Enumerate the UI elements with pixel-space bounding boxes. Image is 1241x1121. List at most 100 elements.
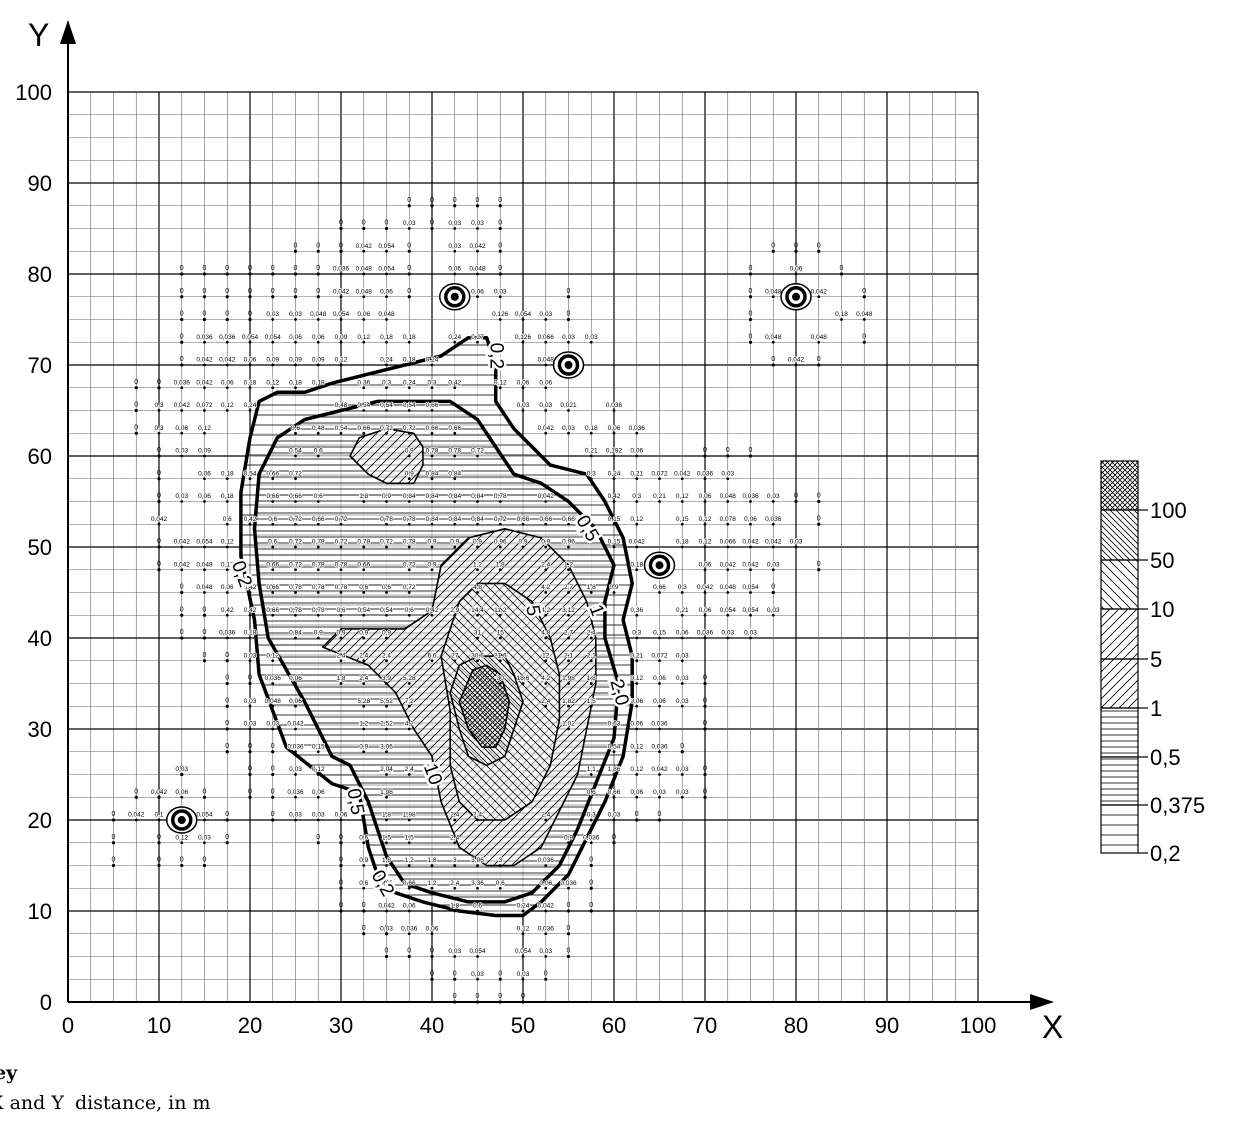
sample-point [248, 613, 252, 617]
sample-value: 0,6 [496, 880, 505, 887]
sample-point [498, 500, 502, 503]
sample-point [749, 500, 752, 503]
sample-point [294, 568, 297, 572]
sample-point [134, 408, 138, 413]
sample-point [339, 591, 343, 594]
sample-value: 0,12 [494, 379, 507, 386]
sample-value: 0 [362, 902, 366, 909]
sample-value: 0,126 [515, 334, 532, 341]
sample-value: 0,3 [154, 425, 163, 432]
sample-value: 0 [385, 220, 389, 227]
sample-point [612, 545, 616, 549]
sample-value: 0,042 [356, 243, 373, 250]
sample-point [589, 795, 593, 799]
sample-value: 0,12 [221, 402, 234, 409]
sample-value: 0 [225, 834, 229, 841]
sample-value: 0,06 [517, 379, 530, 386]
legend-swatch [1100, 509, 1139, 561]
sample-value: 0,03 [790, 539, 803, 546]
sample-value: 0,78 [312, 539, 325, 546]
sample-value: 0 [749, 265, 753, 272]
sample-value: 0 [180, 766, 184, 773]
sample-value: 0,066 [720, 539, 737, 546]
sample-point [316, 636, 320, 640]
contour-label: 0,2 [486, 343, 507, 369]
sample-point [202, 295, 207, 299]
sample-value: 0,03 [244, 698, 257, 705]
sample-point [385, 340, 388, 344]
sample-point [248, 363, 252, 367]
sample-value: 0 [339, 879, 343, 886]
sample-point [726, 568, 730, 572]
sample-value: 0,3 [427, 379, 436, 386]
sample-point [612, 818, 616, 822]
sample-point [544, 864, 548, 867]
sample-point [771, 590, 775, 595]
sample-value: 0 [339, 857, 343, 864]
sample-value: 0,9 [382, 630, 391, 637]
key-row: X and Y distance, in m [0, 1092, 211, 1114]
sample-point [498, 568, 502, 572]
sample-value: 0,3 [678, 584, 687, 591]
sample-value: 0 [157, 561, 161, 568]
sample-point [225, 500, 229, 503]
sample-point [407, 249, 411, 253]
sample-point [180, 363, 184, 367]
sample-value: 2,4 [359, 675, 368, 682]
sample-point [407, 682, 411, 685]
sample-value: 0,03 [289, 812, 302, 819]
sample-value: 0,06 [289, 334, 302, 341]
sample-value: 0,042 [720, 561, 737, 568]
sample-value: 0,72 [471, 448, 484, 455]
sample-value: 0 [271, 788, 275, 795]
sample-point [726, 454, 730, 458]
sample-point [476, 864, 479, 867]
sample-value: 0,054 [742, 584, 759, 591]
sample-point [430, 204, 434, 208]
sample-point [726, 591, 730, 594]
sample-value: 0,42 [244, 516, 257, 523]
sample-value: 0,24 [380, 357, 393, 364]
sample-value: 0,042 [287, 721, 304, 728]
sample-value: 0,042 [765, 539, 782, 546]
sample-point [612, 727, 616, 731]
sample-point [476, 977, 479, 981]
sample-point [385, 249, 388, 253]
sample-value: 0 [203, 629, 207, 636]
sample-value: 0,78 [448, 448, 461, 455]
sample-value: 18,6 [517, 675, 530, 682]
sample-point [407, 864, 411, 867]
sample-point [635, 795, 639, 799]
sample-point [567, 409, 570, 412]
sample-value: 0 [817, 356, 821, 363]
sample-value: 0 [271, 743, 275, 750]
sample-value: 0 [794, 493, 798, 500]
sample-value: 0 [157, 834, 161, 841]
sample-value: 0,18 [585, 425, 598, 432]
sample-value: 0 [134, 402, 138, 409]
sample-point [316, 613, 320, 617]
sample-point [362, 568, 366, 572]
sample-point [407, 386, 411, 390]
sample-point [385, 773, 388, 776]
sample-value: 5,52 [380, 698, 393, 705]
sample-point [612, 750, 616, 754]
sample-point [589, 773, 593, 776]
sample-value: 0 [339, 220, 343, 227]
sample-value: 0,66 [266, 584, 279, 591]
sample-point [453, 818, 457, 822]
sample-point [407, 727, 411, 731]
sample-point [385, 545, 388, 549]
sample-value: 0 [430, 220, 434, 227]
sample-value: 0 [680, 743, 684, 750]
sample-point [407, 909, 411, 913]
sample-point [225, 295, 229, 299]
sample-value: 0,03 [676, 675, 689, 682]
sample-point [271, 795, 275, 799]
sample-point [544, 955, 548, 958]
sample-point [339, 818, 343, 822]
sample-value: 0,048 [856, 311, 873, 318]
x-tick-label: 20 [238, 1013, 262, 1038]
sample-value: 0 [294, 242, 298, 249]
sample-value: 0,12 [266, 652, 279, 659]
